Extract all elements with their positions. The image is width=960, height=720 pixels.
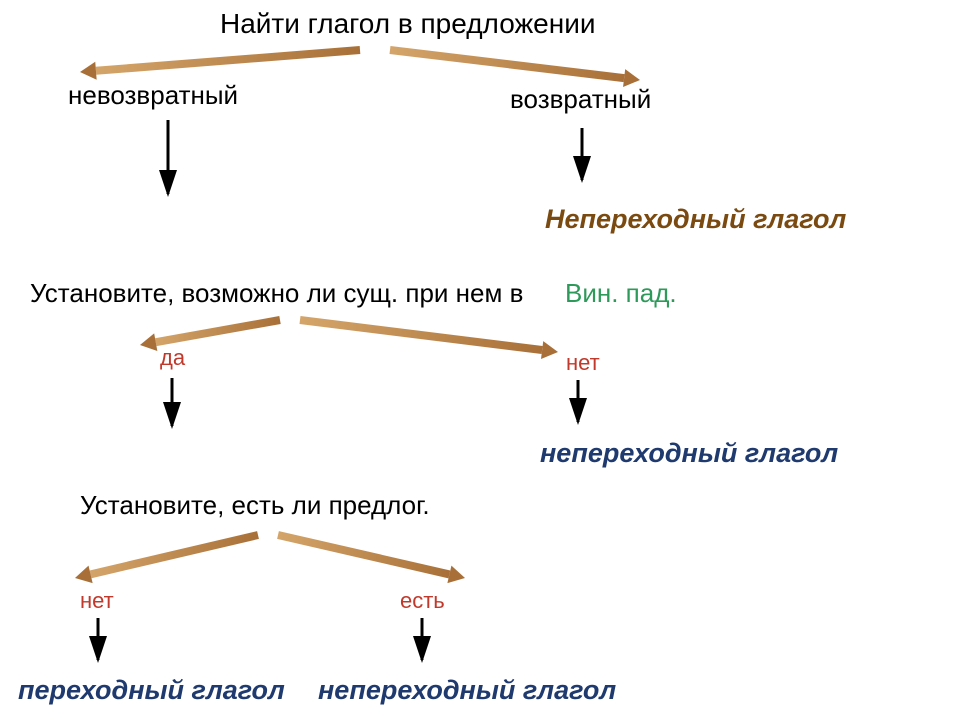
diagonal-arrow: [277, 531, 450, 578]
diagonal-arrow-head: [447, 566, 465, 584]
diagonal-arrow: [90, 531, 259, 578]
diagonal-arrow: [300, 316, 543, 354]
diagonal-arrow-head: [80, 62, 97, 80]
n_vozvratny: возвратный: [510, 84, 651, 115]
diagonal-arrow-head: [140, 333, 157, 351]
title: Найти глагол в предложении: [220, 8, 596, 40]
n_est: есть: [400, 588, 445, 614]
n_ustanovite1_a: Установите, возможно ли сущ. при нем в: [30, 278, 523, 309]
n_perehod: переходный глагол: [18, 675, 285, 706]
n_neperehod1: Непереходный глагол: [545, 204, 846, 235]
n_ustanovite2: Установите, есть ли предлог.: [80, 490, 430, 521]
diagonal-arrow: [390, 46, 625, 82]
n_neperehod2: непереходный глагол: [540, 438, 838, 469]
n_net2: нет: [80, 588, 114, 614]
n_net1: нет: [566, 350, 600, 376]
diagonal-arrow: [155, 316, 281, 346]
n_da: да: [160, 345, 185, 371]
n_nevozvratny: невозвратный: [68, 80, 238, 111]
diagonal-arrow-head: [75, 566, 93, 584]
n_neperehod3: непереходный глагол: [318, 675, 616, 706]
diagonal-arrow: [96, 46, 361, 75]
n_ustanovite1_b: Вин. пад.: [565, 278, 677, 309]
diagonal-arrow-head: [541, 341, 558, 359]
